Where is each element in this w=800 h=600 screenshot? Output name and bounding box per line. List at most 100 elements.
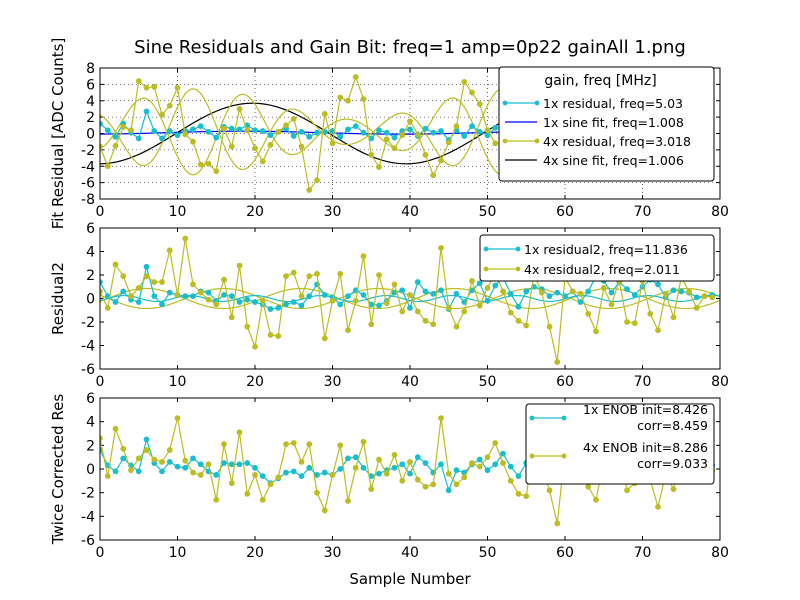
data-point-res1x [135, 135, 142, 142]
x-tick-label: 20 [246, 545, 264, 561]
data-point-res4x [135, 78, 142, 84]
data-point-r2_1x [112, 299, 119, 305]
data-point-res4x [453, 123, 460, 130]
data-point-r2_4x [112, 261, 119, 268]
data-point-r3_4x [476, 463, 483, 470]
data-point-r3_4x [360, 438, 367, 445]
data-point-r2_4x [360, 253, 367, 260]
data-point-r3_4x [182, 457, 189, 464]
data-point-r2_1x [407, 305, 413, 311]
x-tick-label: 50 [479, 545, 497, 561]
data-point-res4x [128, 127, 134, 134]
data-point-r2_4x [283, 273, 289, 280]
data-point-r3_1x [283, 469, 289, 476]
data-point-res4x [430, 172, 437, 179]
x-tick-label: 60 [556, 545, 574, 561]
data-point-r3_1x [407, 470, 413, 477]
data-point-res4x [360, 96, 367, 103]
data-point-res1x [383, 129, 390, 136]
data-point-r3_4x [345, 498, 351, 504]
data-point-res1x [213, 134, 220, 141]
data-point-r3_4x [445, 470, 452, 477]
data-point-res1x [391, 134, 398, 141]
legend-label: 1x residual, freq=5.03 [543, 96, 683, 111]
data-point-res4x [345, 97, 351, 104]
data-point-r2_4x [647, 310, 654, 317]
data-point-r3_4x [213, 496, 220, 503]
data-point-res4x [190, 138, 196, 145]
legend-label: 4x ENOB init=8.286 [583, 440, 708, 455]
data-point-r2_4x [391, 281, 398, 288]
data-point-r3_4x [190, 469, 196, 476]
data-point-r3_4x [143, 447, 150, 453]
legend-label: 1x residual2, freq=11.836 [524, 242, 688, 257]
plot-frame [99, 67, 721, 200]
data-point-r3_1x [352, 454, 359, 461]
data-point-r3_1x [376, 470, 382, 477]
y-tick-label: -2 [81, 143, 95, 159]
data-point-res1x [290, 133, 297, 139]
y-tick-label: -2 [81, 315, 95, 331]
data-point-res1x [376, 127, 382, 134]
data-point-res4x [267, 142, 274, 148]
data-point-res4x [143, 84, 150, 91]
data-point-r2_1x [205, 289, 212, 296]
data-point-r2_4x [538, 289, 545, 296]
data-point-r2_4x [476, 302, 483, 309]
y-tick-label: -4 [81, 159, 95, 175]
y-tick-label: 0 [86, 292, 95, 308]
data-point-r3_1x [337, 466, 344, 472]
data-point-r3_4x [407, 459, 413, 465]
legend-swatch-marker [529, 453, 535, 459]
data-point-r3_1x [314, 472, 320, 478]
data-point-res4x [112, 142, 119, 149]
y-tick-label: -8 [81, 192, 95, 208]
data-point-res4x [461, 79, 468, 85]
data-point-r2_1x [135, 299, 142, 305]
data-point-r3_1x [345, 455, 351, 462]
data-point-r3_4x [275, 474, 282, 481]
data-point-r2_1x [337, 301, 344, 308]
data-point-r3_4x [492, 440, 499, 446]
legend-label: 4x residual, freq=3.018 [543, 134, 691, 149]
data-point-r3_4x [422, 483, 429, 490]
legend-label: 4x sine fit, freq=1.006 [543, 153, 684, 168]
data-point-r2_4x [306, 273, 313, 280]
data-point-res1x [422, 125, 429, 132]
data-point-r2_4x [709, 294, 716, 301]
data-point-res4x [259, 158, 266, 165]
data-point-res4x [476, 101, 483, 107]
data-point-r3_1x [174, 463, 181, 470]
data-point-r3_1x [190, 455, 196, 462]
data-point-r2_1x [422, 288, 429, 295]
data-point-r2_4x [515, 317, 522, 324]
data-point-res4x [205, 160, 212, 167]
data-point-r3_4x [554, 520, 561, 527]
data-point-r2_1x [221, 292, 227, 298]
data-point-r3_1x [228, 461, 235, 468]
data-point-r2_1x [159, 301, 165, 308]
data-point-r3_4x [585, 483, 592, 490]
data-point-r2_1x [492, 282, 499, 289]
data-point-r3_4x [128, 467, 134, 474]
legend-box [498, 66, 715, 182]
data-point-res1x [337, 133, 344, 140]
data-point-r3_1x [399, 461, 406, 468]
data-point-res1x [228, 125, 235, 132]
data-point-r2_4x [221, 276, 227, 283]
data-point-r2_4x [135, 285, 142, 291]
data-point-r2_4x [701, 293, 708, 300]
x-tick-label: 0 [96, 204, 105, 220]
data-point-res4x [376, 164, 382, 170]
data-point-r2_1x [290, 299, 297, 305]
data-point-r2_4x [585, 310, 592, 317]
legend-box [525, 403, 715, 485]
data-point-r2_4x [430, 321, 437, 328]
data-point-r3_4x [624, 487, 630, 494]
data-point-r3_4x [244, 490, 251, 497]
data-point-r2_1x [453, 290, 460, 297]
data-point-res1x [166, 128, 173, 134]
data-point-r3_1x [298, 473, 305, 480]
data-point-res1x [430, 129, 437, 136]
data-point-r3_1x [213, 472, 220, 478]
